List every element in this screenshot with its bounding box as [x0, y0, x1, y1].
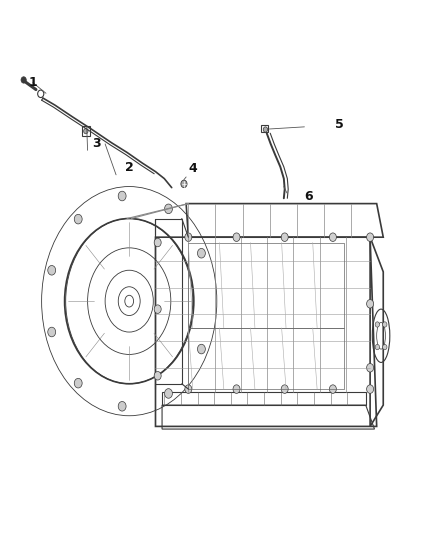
Circle shape: [382, 322, 387, 327]
Circle shape: [181, 180, 187, 188]
Circle shape: [21, 77, 26, 83]
Circle shape: [118, 401, 126, 411]
Circle shape: [198, 248, 205, 258]
Circle shape: [329, 233, 336, 241]
Circle shape: [154, 372, 161, 380]
Circle shape: [367, 364, 374, 372]
Circle shape: [367, 300, 374, 308]
Text: 2: 2: [125, 161, 134, 174]
Circle shape: [382, 344, 387, 350]
Circle shape: [185, 233, 192, 241]
Circle shape: [118, 191, 126, 201]
Circle shape: [329, 385, 336, 393]
Circle shape: [367, 385, 374, 393]
Circle shape: [74, 214, 82, 224]
Text: 5: 5: [335, 118, 344, 131]
Circle shape: [198, 344, 205, 354]
Text: 3: 3: [92, 138, 101, 150]
Circle shape: [185, 385, 192, 393]
Text: 1: 1: [28, 76, 37, 89]
Circle shape: [165, 389, 173, 398]
Circle shape: [48, 265, 56, 275]
Circle shape: [281, 385, 288, 393]
Circle shape: [48, 327, 56, 337]
Circle shape: [84, 128, 88, 134]
Circle shape: [375, 322, 380, 327]
Circle shape: [375, 344, 380, 350]
Circle shape: [154, 305, 161, 313]
Text: 6: 6: [304, 190, 313, 203]
Circle shape: [165, 204, 173, 214]
Circle shape: [263, 127, 268, 132]
Text: 4: 4: [188, 163, 197, 175]
Circle shape: [233, 385, 240, 393]
Circle shape: [281, 233, 288, 241]
Circle shape: [367, 233, 374, 241]
Circle shape: [74, 378, 82, 388]
Circle shape: [233, 233, 240, 241]
Circle shape: [154, 238, 161, 247]
